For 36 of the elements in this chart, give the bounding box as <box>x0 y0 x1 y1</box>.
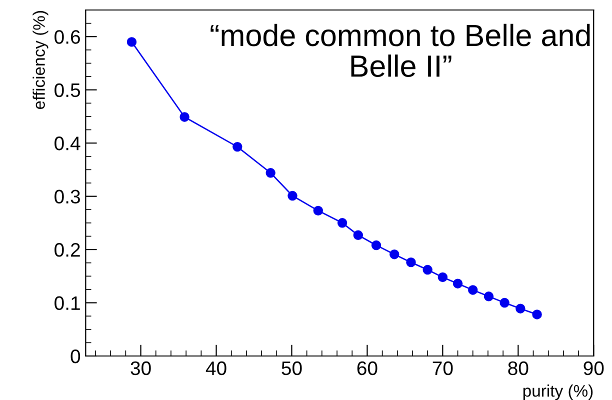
point <box>353 230 364 240</box>
point <box>500 298 510 308</box>
point <box>313 206 324 216</box>
point <box>532 310 542 320</box>
point <box>484 292 494 302</box>
y-tick-label: 0.4 <box>54 136 80 150</box>
x-tick-label: 90 <box>584 361 604 376</box>
x-tick-label: 40 <box>206 361 226 376</box>
y-tick-label: 0.3 <box>54 190 80 204</box>
y-tick-label: 0.6 <box>54 30 80 44</box>
y-tick-label: 0.2 <box>54 243 80 257</box>
point <box>126 37 137 47</box>
point <box>371 240 382 250</box>
x-axis-title: purity (%) <box>523 384 593 400</box>
y-tick-label: 0.5 <box>54 83 80 98</box>
point <box>452 278 463 288</box>
point <box>288 190 298 201</box>
y-axis-title: efficiency (%) <box>32 11 48 110</box>
point <box>180 112 190 122</box>
point <box>232 142 242 152</box>
point <box>468 285 478 295</box>
point <box>337 218 348 228</box>
point <box>406 257 416 268</box>
point <box>266 168 276 178</box>
x-tick-label: 60 <box>357 361 378 376</box>
x-tick-label: 70 <box>432 361 453 376</box>
point <box>422 264 432 275</box>
y-tick-label: 0 <box>70 349 80 364</box>
annotation: “mode common to Belle and Belle II” <box>210 24 590 77</box>
y-tick-label: 0.1 <box>54 296 80 310</box>
point <box>438 272 448 282</box>
point <box>516 304 526 314</box>
x-tick-label: 30 <box>130 361 151 376</box>
x-tick-label: 50 <box>282 361 302 376</box>
point <box>390 249 400 260</box>
x-tick-label: 80 <box>508 361 528 376</box>
